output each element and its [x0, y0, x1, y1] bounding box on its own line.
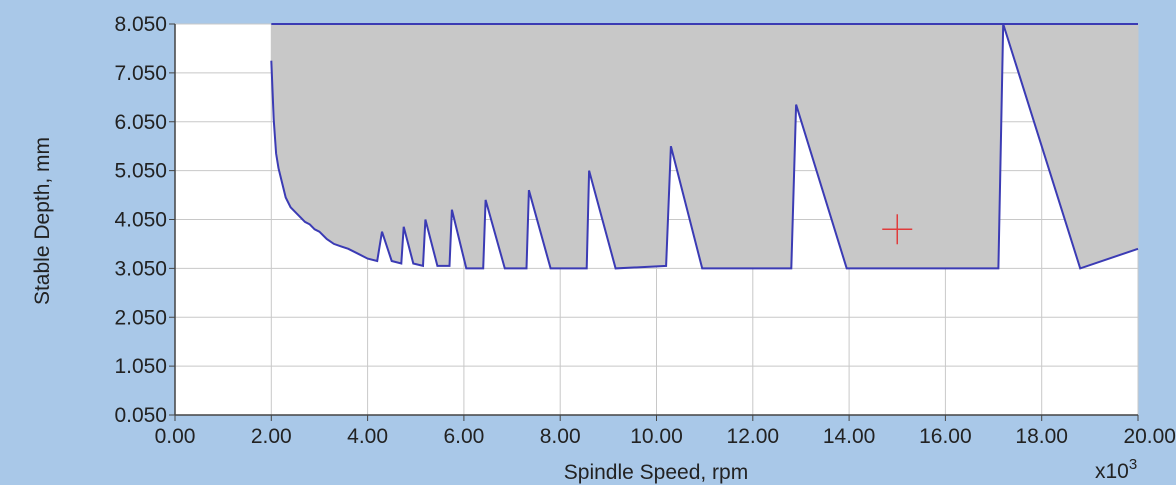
x-tick-label: 18.00 [1015, 425, 1068, 448]
y-tick-label: 3.050 [114, 257, 167, 280]
y-tick-label: 6.050 [114, 111, 167, 134]
x-tick-label: 2.00 [251, 425, 292, 448]
x-tick-label: 16.00 [919, 425, 972, 448]
x-tick-label: 8.00 [540, 425, 581, 448]
y-tick-label: 0.050 [114, 404, 167, 427]
operating-point-marker [882, 214, 913, 245]
x-axis-title: Spindle Speed, rpm [564, 461, 748, 484]
y-tick-label: 2.050 [114, 306, 167, 329]
y-tick-label: 4.050 [114, 209, 167, 232]
y-axis-title: Stable Depth, mm [31, 137, 54, 305]
y-tick-label: 7.050 [114, 62, 167, 85]
x-tick-labels: 0.00 2.00 4.00 6.00 8.00 10.00 12.00 14.00 16.00… [155, 425, 1176, 448]
x-tick-label: 6.00 [443, 425, 484, 448]
stability-boundary-line [270, 23, 1139, 270]
y-tick-label: 8.050 [114, 13, 167, 36]
y-tick-label: 5.050 [114, 160, 167, 183]
x-tick-label: 4.00 [347, 425, 388, 448]
x-tick-label: 12.00 [727, 425, 780, 448]
x-tick-label: 0.00 [155, 425, 196, 448]
x-multiplier-base: x10 [1095, 460, 1129, 483]
x-tick-label: 14.00 [823, 425, 876, 448]
y-tick-labels: 8.050 7.050 6.050 5.050 4.050 3.050 2.050 1.050… [114, 13, 167, 427]
x-multiplier-exponent: 3 [1129, 456, 1137, 473]
x-tick-label: 20.00 [1123, 425, 1176, 448]
x-tick-label: 10.00 [630, 425, 683, 448]
x-multiplier-label: x103 [1095, 456, 1137, 483]
y-tick-label: 1.050 [114, 355, 167, 378]
